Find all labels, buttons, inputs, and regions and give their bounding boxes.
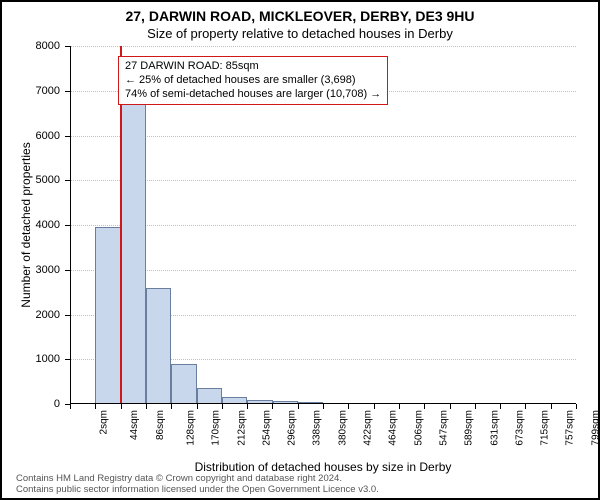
x-tick-mark: [348, 404, 349, 409]
x-tick-mark: [146, 404, 147, 409]
footer-line2: Contains public sector information licen…: [16, 485, 584, 495]
x-tick-label: 128sqm: [185, 410, 196, 446]
y-tick-label: 5000: [36, 174, 60, 186]
x-tick-label: 338sqm: [312, 410, 323, 446]
x-tick-mark: [475, 404, 476, 409]
x-tick-label: 506sqm: [413, 410, 424, 446]
x-tick-mark: [197, 404, 198, 409]
x-tick-mark: [500, 404, 501, 409]
y-tick-label: 6000: [36, 130, 60, 142]
x-tick-mark: [525, 404, 526, 409]
histogram-bar: [121, 95, 146, 404]
y-tick-label: 3000: [36, 264, 60, 276]
x-tick-label: 547sqm: [438, 410, 449, 446]
x-tick-mark: [551, 404, 552, 409]
plot-area: 0100020003000400050006000700080002sqm44s…: [70, 46, 576, 404]
y-axis-line: [70, 46, 71, 404]
x-tick-mark: [399, 404, 400, 409]
gridline: [70, 46, 576, 47]
histogram-bar: [197, 388, 222, 404]
page-title: 27, DARWIN ROAD, MICKLEOVER, DERBY, DE3 …: [2, 8, 598, 24]
x-tick-mark: [450, 404, 451, 409]
footer-line1: Contains HM Land Registry data © Crown c…: [16, 474, 584, 484]
histogram-bar: [95, 227, 120, 404]
y-tick-label: 2000: [36, 309, 60, 321]
x-tick-label: 296sqm: [287, 410, 298, 446]
x-tick-label: 170sqm: [211, 410, 222, 446]
x-tick-label: 673sqm: [514, 410, 525, 446]
x-tick-mark: [70, 404, 71, 409]
x-tick-label: 380sqm: [337, 410, 348, 446]
x-tick-label: 757sqm: [565, 410, 576, 446]
y-axis-label: Number of detached properties: [19, 142, 33, 307]
x-tick-mark: [171, 404, 172, 409]
annotation-line2: ← 25% of detached houses are smaller (3,…: [125, 74, 381, 88]
y-tick-label: 7000: [36, 85, 60, 97]
y-tick-label: 4000: [36, 219, 60, 231]
x-tick-mark: [247, 404, 248, 409]
x-tick-mark: [323, 404, 324, 409]
annotation-line1: 27 DARWIN ROAD: 85sqm: [125, 60, 381, 74]
annotation-line3: 74% of semi-detached houses are larger (…: [125, 88, 381, 102]
x-tick-mark: [298, 404, 299, 409]
x-tick-label: 422sqm: [363, 410, 374, 446]
x-tick-mark: [424, 404, 425, 409]
histogram-bar: [146, 288, 171, 404]
histogram-bar: [171, 364, 196, 404]
x-tick-label: 715sqm: [540, 410, 551, 446]
x-axis-label: Distribution of detached houses by size …: [70, 460, 576, 474]
x-tick-label: 2sqm: [98, 410, 109, 434]
x-tick-mark: [272, 404, 273, 409]
y-tick-label: 0: [54, 398, 60, 410]
footer: Contains HM Land Registry data © Crown c…: [16, 474, 584, 495]
x-tick-label: 254sqm: [261, 410, 272, 446]
x-tick-label: 86sqm: [155, 410, 166, 440]
x-tick-mark: [222, 404, 223, 409]
x-tick-label: 212sqm: [236, 410, 247, 446]
x-tick-label: 464sqm: [388, 410, 399, 446]
x-tick-label: 631sqm: [489, 410, 500, 446]
x-tick-mark: [576, 404, 577, 409]
x-tick-mark: [374, 404, 375, 409]
page-subtitle: Size of property relative to detached ho…: [2, 26, 598, 41]
x-tick-label: 589sqm: [464, 410, 475, 446]
x-tick-mark: [95, 404, 96, 409]
x-tick-label: 44sqm: [129, 410, 140, 440]
chart-container: 27, DARWIN ROAD, MICKLEOVER, DERBY, DE3 …: [0, 0, 600, 500]
x-tick-label: 799sqm: [590, 410, 600, 446]
annotation-box: 27 DARWIN ROAD: 85sqm← 25% of detached h…: [118, 56, 388, 105]
x-tick-mark: [121, 404, 122, 409]
y-tick-label: 8000: [36, 40, 60, 52]
y-tick-label: 1000: [36, 353, 60, 365]
